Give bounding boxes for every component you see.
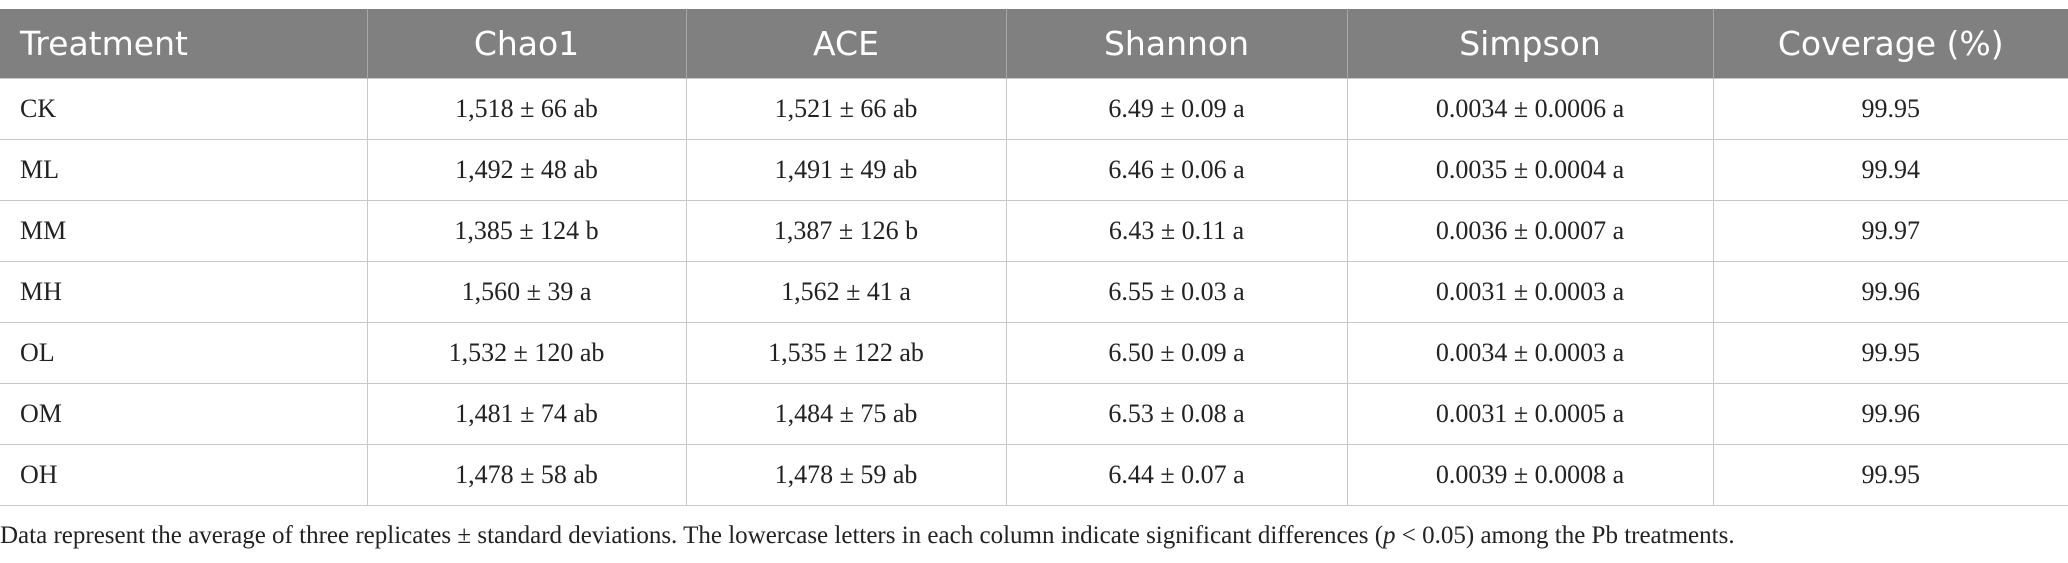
table-cell: OH: [0, 444, 368, 506]
table-cell: 0.0034 ± 0.0003 a: [1346, 322, 1714, 384]
column-header: ACE: [685, 9, 1006, 79]
table-cell: MM: [0, 200, 368, 262]
table-cell: OL: [0, 322, 368, 384]
table-cell: 6.53 ± 0.08 a: [1005, 383, 1348, 445]
table-cell: 0.0034 ± 0.0006 a: [1346, 78, 1714, 140]
table-cell: 99.95: [1712, 322, 2068, 384]
table-cell: 0.0039 ± 0.0008 a: [1346, 444, 1714, 506]
table-row: ML 1,492 ± 48 ab 1,491 ± 49 ab 6.46 ± 0.06 …: [0, 139, 2068, 201]
table-cell: 6.43 ± 0.11 a: [1005, 200, 1348, 262]
table-cell: 99.95: [1712, 78, 2068, 140]
table-cell: 0.0031 ± 0.0003 a: [1346, 261, 1714, 323]
column-header: Simpson: [1346, 9, 1713, 79]
table-cell: 0.0036 ± 0.0007 a: [1346, 200, 1714, 262]
table-cell: CK: [0, 78, 368, 140]
table-cell: 99.96: [1712, 383, 2068, 445]
table-cell: 1,491 ± 49 ab: [685, 139, 1007, 201]
footnote: Data represent the average of three repl…: [0, 522, 1735, 550]
table-cell: 1,481 ± 74 ab: [366, 383, 687, 445]
table-cell: 1,385 ± 124 b: [366, 200, 687, 262]
table-cell: 0.0035 ± 0.0004 a: [1346, 139, 1714, 201]
table-cell: 6.55 ± 0.03 a: [1005, 261, 1348, 323]
table-cell: 6.49 ± 0.09 a: [1005, 78, 1348, 140]
table-cell: 1,478 ± 58 ab: [366, 444, 687, 506]
column-header: Treatment: [0, 9, 367, 79]
column-header: Coverage (%): [1712, 9, 2068, 79]
table-cell: 6.46 ± 0.06 a: [1005, 139, 1348, 201]
table-row: CK 1,518 ± 66 ab 1,521 ± 66 ab 6.49 ± 0.09 …: [0, 78, 2068, 140]
footnote-text: Data represent the average of three repl…: [0, 522, 1384, 549]
table-cell: 1,532 ± 120 ab: [366, 322, 687, 384]
table-cell: 99.95: [1712, 444, 2068, 506]
footnote-italic: p: [1383, 522, 1396, 549]
table-row: OL 1,532 ± 120 ab 1,535 ± 122 ab 6.50 ± 0.0…: [0, 322, 2068, 384]
table-cell: 6.50 ± 0.09 a: [1005, 322, 1348, 384]
table-cell: ML: [0, 139, 368, 201]
column-header: Chao1: [366, 9, 686, 79]
table-cell: 99.96: [1712, 261, 2068, 323]
table-cell: 0.0031 ± 0.0005 a: [1346, 383, 1714, 445]
header-row: Treatment Chao1 ACE Shannon Simpson Coverage …: [0, 9, 2068, 79]
table-row: MM 1,385 ± 124 b 1,387 ± 126 b 6.43 ± 0.11 …: [0, 200, 2068, 262]
table-cell: 99.94: [1712, 139, 2068, 201]
table-cell: 1,562 ± 41 a: [685, 261, 1007, 323]
data-table: Treatment Chao1 ACE Shannon Simpson Coverage …: [0, 9, 2068, 506]
table-cell: 1,478 ± 59 ab: [685, 444, 1007, 506]
table-cell: 1,387 ± 126 b: [685, 200, 1007, 262]
table-body: CK 1,518 ± 66 ab 1,521 ± 66 ab 6.49 ± 0.09 …: [0, 78, 2068, 506]
table-row: OM 1,481 ± 74 ab 1,484 ± 75 ab 6.53 ± 0.08 …: [0, 383, 2068, 445]
table-cell: 1,535 ± 122 ab: [685, 322, 1007, 384]
table-cell: 1,521 ± 66 ab: [685, 78, 1007, 140]
column-header: Shannon: [1005, 9, 1347, 79]
footnote-text: < 0.05) among the Pb treatments.: [1395, 522, 1735, 549]
table-cell: OM: [0, 383, 368, 445]
table-cell: 1,518 ± 66 ab: [366, 78, 687, 140]
table-cell: 99.97: [1712, 200, 2068, 262]
table-cell: 1,560 ± 39 a: [366, 261, 687, 323]
table-cell: 6.44 ± 0.07 a: [1005, 444, 1348, 506]
table-cell: 1,492 ± 48 ab: [366, 139, 687, 201]
table-row: OH 1,478 ± 58 ab 1,478 ± 59 ab 6.44 ± 0.07 …: [0, 444, 2068, 506]
table-cell: MH: [0, 261, 368, 323]
table-cell: 1,484 ± 75 ab: [685, 383, 1007, 445]
